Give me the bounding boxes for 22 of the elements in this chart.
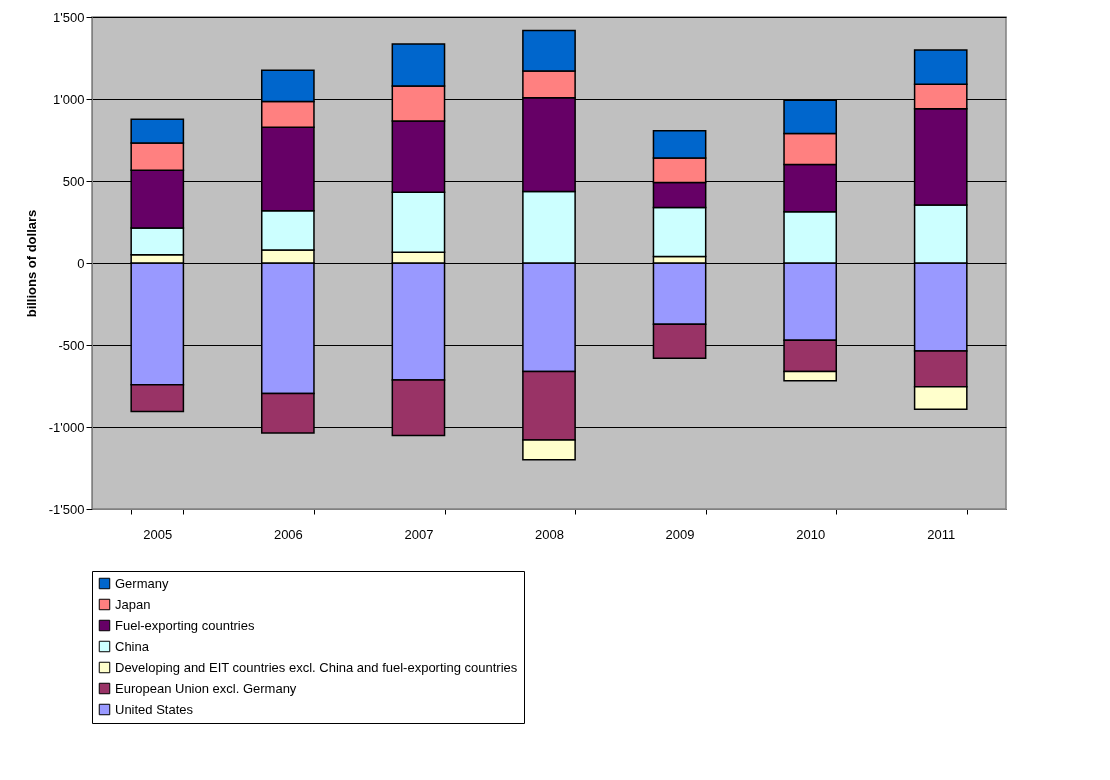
y-tick-label: 500 — [62, 173, 85, 189]
legend-label: Fuel-exporting countries — [115, 617, 255, 633]
x-tick-label: 2011 — [927, 526, 956, 542]
legend-label: United States — [115, 701, 194, 717]
legend-label: European Union excl. Germany — [115, 680, 297, 696]
y-tick-label: 1'000 — [53, 91, 85, 107]
legend-label: Developing and EIT countries excl. China and fuel-exporting countries — [115, 659, 518, 675]
y-tick-label: -1'000 — [48, 419, 85, 435]
legend-label: Japan — [115, 596, 151, 612]
x-tick-label: 2006 — [273, 526, 303, 542]
x-tick-label: 2005 — [143, 526, 173, 542]
x-tick-label: 2010 — [796, 526, 826, 542]
y-axis-title: billions of dollars — [23, 209, 39, 318]
x-tick-label: 2008 — [535, 526, 564, 542]
y-tick-label: -500 — [58, 337, 85, 353]
legend-label: Germany — [115, 575, 169, 591]
y-tick-label: -1'500 — [48, 501, 85, 517]
legend-label: China — [115, 638, 150, 654]
y-tick-label: 0 — [77, 255, 85, 271]
x-tick-label: 2009 — [665, 526, 695, 542]
x-tick-label: 2007 — [404, 526, 434, 542]
y-tick-label: 1'500 — [53, 9, 85, 25]
